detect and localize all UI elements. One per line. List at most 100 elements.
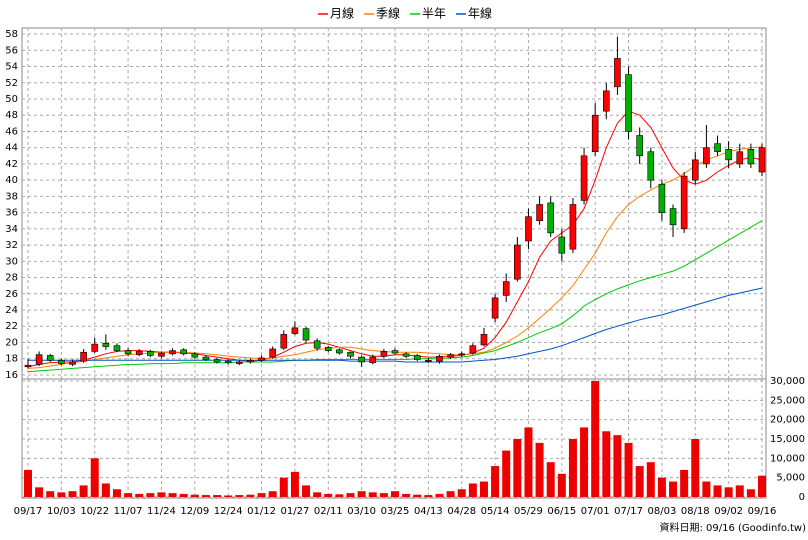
- candle-body: [24, 364, 32, 368]
- y-tick-label: 58: [5, 29, 18, 40]
- y-tick-label: 24: [5, 305, 18, 316]
- volume-bar: [135, 493, 144, 497]
- y-tick-label: 48: [5, 110, 18, 121]
- candle-body: [758, 147, 766, 173]
- volume-bar: [624, 442, 633, 497]
- x-tick-label: 12/24: [214, 506, 243, 517]
- ma-line: [27, 220, 763, 373]
- x-tick-label: 08/03: [647, 506, 676, 517]
- candle-body: [491, 297, 499, 319]
- volume-bar: [179, 493, 188, 497]
- candle-body: [402, 353, 410, 357]
- volume-bar: [46, 491, 55, 497]
- y-tick-label: 30: [5, 256, 18, 267]
- x-tick-label: 06/15: [547, 506, 576, 517]
- volume-bar: [680, 469, 689, 497]
- volume-bar: [290, 471, 299, 497]
- volume-bar: [57, 492, 66, 497]
- x-tick-label: 09/17: [14, 506, 43, 517]
- x-tick-label: 05/29: [514, 506, 543, 517]
- ma-line: [28, 287, 763, 363]
- candle-body: [369, 356, 377, 364]
- volume-bar: [557, 473, 566, 497]
- volume-bar: [79, 485, 88, 497]
- candle-body: [147, 351, 154, 356]
- candle-body: [680, 175, 688, 230]
- y-tick-label: 40: [5, 175, 18, 186]
- volume-bar: [112, 489, 121, 497]
- volume-bar: [546, 462, 555, 497]
- x-tick-label: 04/13: [414, 506, 443, 517]
- x-tick-label: 09/02: [714, 506, 743, 517]
- candle-body: [247, 360, 254, 363]
- volume-bar: [24, 469, 32, 497]
- candle-body: [691, 159, 699, 181]
- candle-body: [502, 281, 510, 296]
- volume-bar: [90, 458, 99, 497]
- x-tick-label: 07/01: [581, 506, 610, 517]
- volume-bar: [613, 435, 622, 497]
- y-tick-label: 28: [5, 273, 18, 284]
- x-tick-label: 12/09: [180, 506, 209, 517]
- x-tick-label: 03/25: [381, 506, 410, 517]
- candle-body: [224, 360, 232, 364]
- x-tick-label: 10/22: [80, 506, 109, 517]
- candle-body: [436, 355, 443, 362]
- volume-bar: [302, 485, 311, 497]
- legend-label: 年線: [468, 6, 492, 21]
- candle-body: [547, 202, 554, 234]
- volume-bar: [246, 494, 255, 497]
- volume-bar: [313, 492, 322, 497]
- volume-bar: [235, 495, 244, 497]
- candle-body: [158, 352, 165, 357]
- legend-label: 半年: [422, 7, 446, 21]
- volume-bar: [424, 495, 433, 497]
- candle-body: [625, 74, 632, 132]
- candle-body: [525, 216, 532, 242]
- volume-bar: [635, 466, 644, 497]
- volume-bar: [279, 477, 288, 497]
- candle-body: [135, 351, 143, 355]
- candle-body: [58, 360, 65, 364]
- candle-body: [380, 351, 388, 357]
- x-tick-label: 04/28: [447, 506, 476, 517]
- candle-body: [558, 236, 566, 254]
- candle-body: [124, 350, 132, 355]
- volume-bar: [68, 491, 77, 497]
- y-tick-label: 46: [5, 126, 18, 137]
- candle-body: [347, 351, 354, 357]
- volume-bar: [491, 466, 500, 497]
- x-tick-label: 10/03: [47, 506, 76, 517]
- candle-body: [703, 147, 710, 165]
- volume-bar: [468, 483, 477, 497]
- volume-bar: [168, 493, 177, 497]
- candle-body: [413, 355, 421, 360]
- volume-bar: [335, 494, 344, 497]
- volume-bar: [35, 487, 44, 497]
- volume-bar: [657, 477, 666, 497]
- volume-bar: [101, 483, 110, 497]
- volume-bar: [368, 492, 377, 497]
- x-tick-label: 07/17: [614, 506, 643, 517]
- volume-bar: [535, 442, 544, 497]
- y-tick-label: 22: [5, 321, 18, 332]
- x-tick-label: 08/18: [681, 506, 710, 517]
- volume-bar: [268, 491, 277, 497]
- candle-body: [514, 244, 521, 280]
- legend-label: 季線: [376, 6, 400, 21]
- source-note: 資料日期: 09/16 (Goodinfo.tw): [659, 521, 806, 534]
- volume-bar: [124, 493, 133, 497]
- volume-bar: [735, 485, 744, 497]
- candle-body: [714, 143, 721, 153]
- candle-body: [480, 334, 488, 346]
- y2-tick-label: 5,000: [776, 473, 805, 484]
- candle-body: [113, 345, 121, 351]
- candle-body: [536, 204, 543, 222]
- candle-body: [569, 204, 577, 250]
- candle-body: [647, 151, 655, 181]
- volume-bar: [702, 481, 711, 497]
- volume-bar: [324, 493, 333, 497]
- y2-tick-label: 25,000: [770, 395, 805, 406]
- candle-body: [80, 351, 87, 362]
